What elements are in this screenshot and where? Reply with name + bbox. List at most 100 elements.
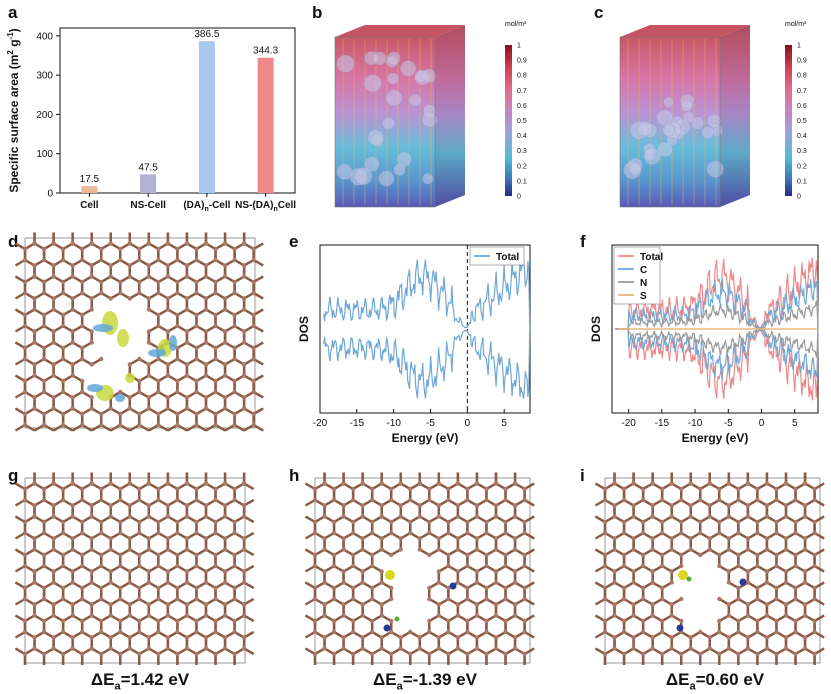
carbon-atom (32, 613, 37, 618)
carbon-atom (455, 481, 461, 486)
carbon-atom (455, 514, 461, 519)
carbon-atom (79, 552, 85, 558)
legend-box (469, 246, 525, 266)
carbon-atom (755, 651, 760, 657)
carbon-atom (621, 497, 627, 503)
carbon-atom (764, 646, 770, 651)
carbon-atom (322, 580, 327, 585)
carbon-atom (108, 569, 113, 574)
x-tick-label: -10 (386, 418, 401, 429)
colorbar-tick: 0.9 (797, 58, 807, 65)
plot-frame (611, 244, 819, 414)
carbon-atom (60, 246, 66, 252)
carbon-atom (621, 486, 627, 492)
colorbar-gradient (785, 45, 792, 196)
carbon-atom (688, 481, 693, 486)
y-axis-label: Specific surface area (m2 g-1) (6, 28, 21, 192)
carbon-atom (79, 356, 85, 362)
y-axis-label: DOS (297, 316, 311, 342)
carbon-atom (389, 596, 394, 602)
carbon-atom (203, 613, 209, 618)
carbon-atom (203, 274, 209, 279)
colorbar-tick: 0.3 (797, 148, 807, 155)
carbon-atom (802, 635, 808, 640)
carbon-atom (783, 569, 789, 574)
carbon-atom (241, 536, 247, 541)
carbon-atom (127, 646, 132, 651)
carbon-atom (251, 378, 256, 384)
carbon-atom (79, 563, 85, 569)
carbon-atom (156, 257, 161, 263)
carbon-atom (99, 552, 104, 558)
carbon-atom (51, 362, 56, 367)
carbon-atom (232, 422, 237, 428)
carbon-atom (331, 585, 337, 591)
carbon-atom (659, 596, 665, 602)
carbon-atom (312, 651, 318, 657)
carbon-atom (650, 503, 655, 508)
carbon-atom (89, 481, 94, 486)
carbon-atom (146, 395, 152, 400)
carbon-atom (631, 646, 636, 651)
carbon-atom (408, 497, 413, 503)
carbon-atom (417, 503, 422, 508)
carbon-atom (669, 503, 674, 508)
carbon-atom (484, 497, 489, 503)
carbon-atom (522, 585, 527, 591)
carbon-atom (60, 356, 66, 362)
carbon-atom (203, 373, 209, 378)
carbon-atom (165, 263, 171, 268)
carbon-atom (369, 530, 375, 536)
carbon-atom (41, 422, 47, 428)
carbon-atom (793, 552, 798, 558)
pore-particle (367, 129, 384, 146)
carbon-atom (360, 635, 365, 640)
carbon-atom (41, 312, 47, 318)
carbon-atom (108, 580, 113, 585)
carbon-atom (612, 580, 617, 585)
x-tick-label: 0 (759, 418, 765, 429)
carbon-atom (32, 329, 37, 334)
carbon-atom (70, 503, 75, 508)
carbon-atom (127, 514, 132, 519)
carbon-atom (241, 241, 247, 246)
carbon-atom (51, 406, 56, 411)
carbon-atom (146, 613, 152, 618)
carbon-atom (203, 536, 209, 541)
carbon-atom (802, 503, 808, 508)
carbon-atom (137, 596, 142, 602)
carbon-atom (51, 547, 56, 552)
carbon-atom (203, 241, 209, 246)
dos-series-line (323, 259, 531, 330)
carbon-atom (312, 618, 318, 624)
carbon-atom (222, 514, 228, 519)
bar (198, 41, 215, 194)
energy-subscript: a (396, 680, 403, 693)
carbon-atom (331, 596, 337, 602)
carbon-atom (51, 503, 56, 508)
carbon-atom (474, 602, 480, 607)
carbon-atom (726, 536, 732, 541)
carbon-atom (222, 602, 228, 607)
carbon-atom (621, 530, 627, 536)
carbon-atom (51, 373, 56, 378)
carbon-atom (203, 307, 209, 312)
carbon-atom (465, 651, 470, 657)
carbon-atom (241, 547, 247, 552)
carbon-atom (251, 422, 256, 428)
carbon-atom (22, 345, 28, 351)
carbon-atom (118, 411, 123, 417)
carbon-atom (222, 373, 228, 378)
carbon-atom (755, 585, 760, 591)
carbon-atom (32, 580, 37, 585)
dos-total-chart: -20 -15 -10 -5 0 5 Energy (eV) DOS Total (297, 244, 531, 445)
carbon-atom (70, 296, 75, 301)
carbon-atom (156, 279, 161, 285)
y-tick-label: 400 (36, 31, 53, 42)
carbon-atom (118, 552, 123, 558)
carbon-atom (774, 519, 779, 525)
carbon-atom (379, 536, 384, 541)
carbon-atom (436, 547, 442, 552)
carbon-atom (493, 580, 499, 585)
carbon-atom (118, 290, 123, 296)
